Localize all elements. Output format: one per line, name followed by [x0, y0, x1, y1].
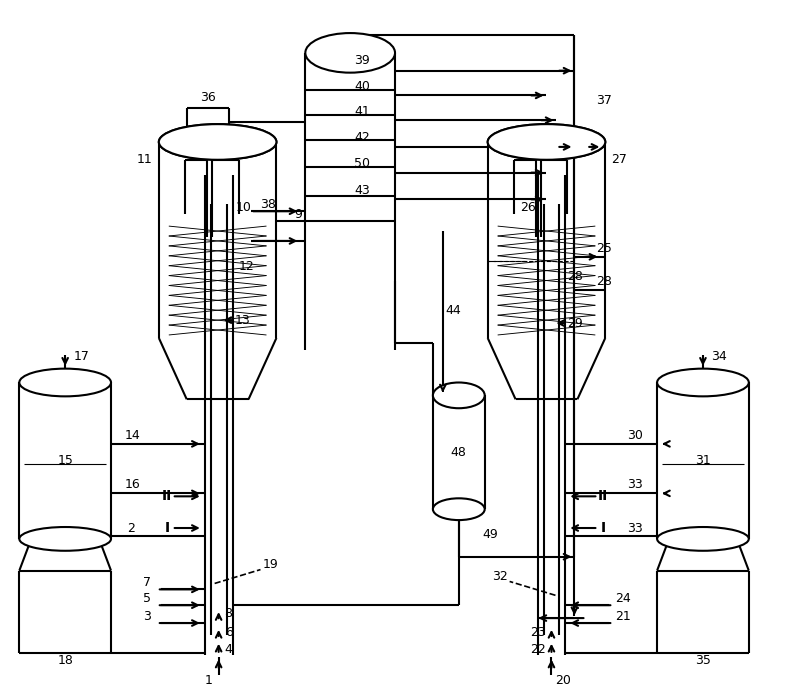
Ellipse shape — [19, 527, 111, 551]
Text: 32: 32 — [492, 570, 507, 583]
Text: 8: 8 — [225, 606, 233, 619]
Text: 4: 4 — [225, 644, 233, 656]
Text: I: I — [164, 521, 170, 535]
Text: II: II — [162, 489, 172, 504]
Text: 38: 38 — [261, 198, 276, 211]
Ellipse shape — [433, 382, 485, 408]
Ellipse shape — [433, 498, 485, 520]
Text: I: I — [601, 521, 606, 535]
Text: 10: 10 — [236, 200, 251, 214]
Text: 22: 22 — [530, 644, 546, 656]
Text: 43: 43 — [354, 184, 370, 197]
Text: 50: 50 — [354, 157, 370, 170]
Text: 3: 3 — [143, 610, 151, 623]
Text: 12: 12 — [238, 260, 254, 273]
Text: 5: 5 — [143, 592, 151, 605]
Text: 36: 36 — [200, 91, 215, 104]
Text: 20: 20 — [555, 674, 571, 687]
Ellipse shape — [657, 527, 749, 551]
Ellipse shape — [159, 124, 277, 160]
Ellipse shape — [657, 369, 749, 396]
Text: 23: 23 — [530, 626, 546, 639]
Ellipse shape — [488, 124, 606, 160]
Text: 18: 18 — [58, 654, 73, 667]
Text: 24: 24 — [615, 592, 631, 605]
Text: 6: 6 — [225, 626, 233, 639]
Text: 28: 28 — [596, 275, 612, 288]
Text: 34: 34 — [711, 350, 726, 363]
Text: 28: 28 — [567, 270, 583, 283]
Text: 39: 39 — [354, 54, 370, 68]
Text: 33: 33 — [627, 478, 643, 491]
Text: 14: 14 — [125, 429, 141, 442]
Text: 41: 41 — [354, 105, 370, 118]
Text: 15: 15 — [58, 454, 73, 467]
Text: 16: 16 — [125, 478, 141, 491]
Text: II: II — [598, 489, 609, 504]
Text: 2: 2 — [127, 522, 135, 535]
Text: 49: 49 — [483, 528, 498, 542]
Text: 48: 48 — [451, 446, 466, 459]
Text: 13: 13 — [234, 313, 250, 327]
Ellipse shape — [306, 33, 395, 72]
Text: 30: 30 — [627, 429, 643, 442]
Text: 37: 37 — [596, 94, 612, 107]
Text: 27: 27 — [611, 153, 627, 166]
Text: 31: 31 — [695, 454, 711, 467]
Text: 17: 17 — [73, 350, 89, 363]
Text: 19: 19 — [262, 558, 278, 571]
Ellipse shape — [488, 124, 606, 160]
Text: 11: 11 — [137, 153, 153, 166]
Ellipse shape — [19, 369, 111, 396]
Text: 42: 42 — [354, 132, 370, 145]
Text: 1: 1 — [205, 674, 213, 687]
Text: 33: 33 — [627, 522, 643, 535]
Text: 25: 25 — [596, 243, 612, 256]
Text: 9: 9 — [294, 207, 302, 220]
Text: 26: 26 — [520, 200, 535, 214]
Text: 35: 35 — [695, 654, 711, 667]
Text: 40: 40 — [354, 80, 370, 93]
Ellipse shape — [159, 124, 277, 160]
Text: 29: 29 — [567, 317, 583, 329]
Text: 7: 7 — [143, 576, 151, 589]
Text: 21: 21 — [615, 610, 631, 623]
Text: 44: 44 — [445, 304, 461, 317]
